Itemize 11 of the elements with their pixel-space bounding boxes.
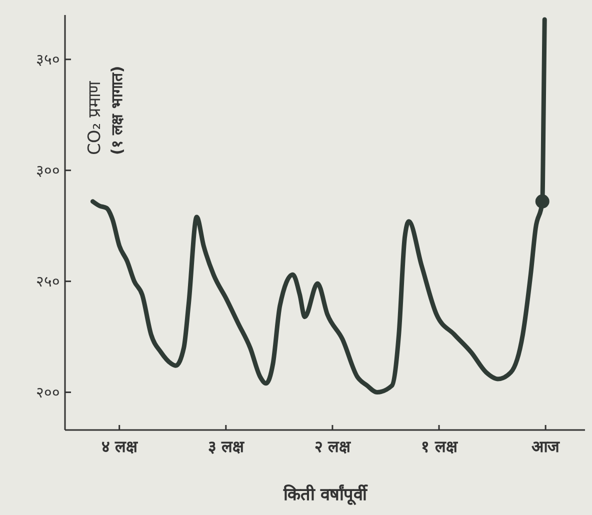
y-tick-label: २०० <box>36 384 60 402</box>
x-tick-label: २ लक्ष <box>314 437 352 456</box>
x-tick-label: आज <box>532 437 561 456</box>
y-axis-title: CO₂ प्रमाण (१ लक्ष भागात) <box>85 66 126 155</box>
x-tick-label: ३ लक्ष <box>208 437 246 456</box>
x-tick-label: १ लक्ष <box>421 437 459 456</box>
y-tick-label: ३०० <box>36 162 60 180</box>
x-tick-label: ४ लक्ष <box>102 437 140 456</box>
y-tick-label: २५० <box>36 272 60 291</box>
y-tick-label: ३५० <box>36 50 60 69</box>
x-axis-title: किती वर्षांपूर्वी <box>282 484 368 506</box>
